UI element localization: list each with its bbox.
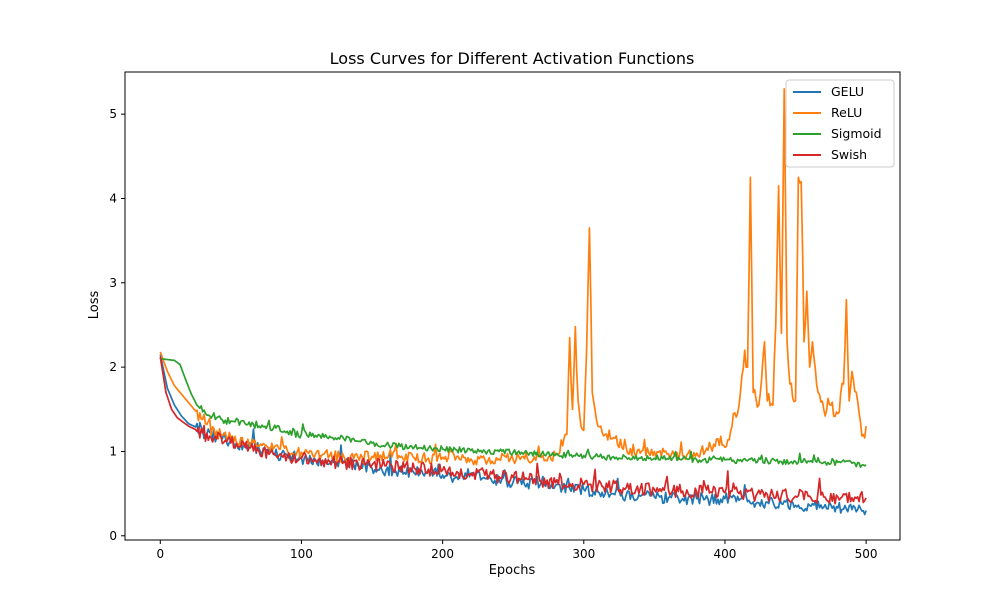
y-tick-label: 0	[109, 529, 117, 543]
series-layer	[159, 88, 867, 516]
plot-area-frame	[124, 71, 901, 541]
legend-label-relu: ReLU	[831, 105, 862, 120]
x-tick-label: 200	[431, 547, 454, 561]
series-line-sigmoid	[160, 357, 867, 469]
series-line-relu	[159, 88, 867, 466]
legend-label-sigmoid: Sigmoid	[831, 126, 882, 141]
legend-label-gelu: GELU	[831, 84, 864, 99]
x-axis: 0 100 200 300 400 500	[156, 540, 878, 561]
chart-title: Loss Curves for Different Activation Fun…	[330, 49, 695, 68]
x-axis-label: Epochs	[489, 563, 536, 578]
legend-box	[785, 79, 895, 168]
legend: GELU ReLU Sigmoid Swish	[785, 79, 895, 168]
x-tick-label: 300	[572, 547, 595, 561]
y-axis: 0 1 2 3 4 5	[109, 107, 125, 543]
x-tick-label: 100	[290, 547, 313, 561]
y-tick-label: 5	[109, 107, 117, 121]
x-tick-label: 0	[156, 547, 164, 561]
y-tick-label: 3	[109, 276, 117, 290]
series-line-swish	[159, 356, 867, 505]
x-tick-label: 400	[714, 547, 737, 561]
y-tick-label: 1	[109, 444, 117, 458]
y-axis-label: Loss	[87, 291, 102, 320]
legend-label-swish: Swish	[831, 147, 867, 162]
y-tick-label: 2	[109, 360, 117, 374]
x-tick-label: 500	[855, 547, 878, 561]
y-tick-label: 4	[109, 191, 117, 205]
